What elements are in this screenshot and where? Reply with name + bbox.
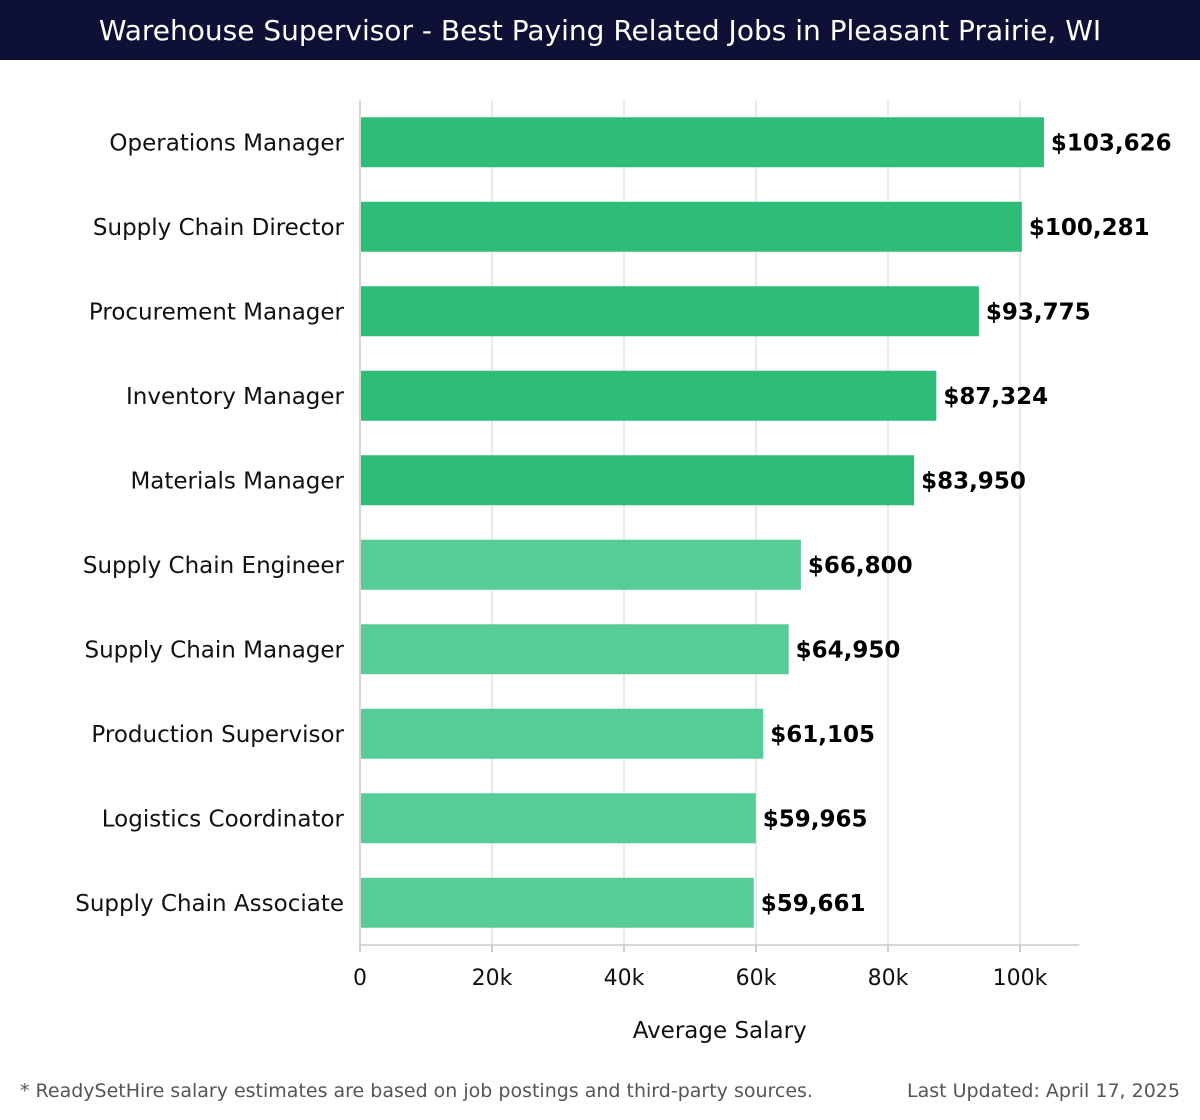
value-label: $61,105 [770,722,875,748]
value-label: $103,626 [1051,130,1172,156]
value-label: $59,661 [761,891,866,917]
bar [361,370,937,421]
x-tick-label: 0 [353,966,367,991]
value-label: $66,800 [808,553,913,579]
value-label: $64,950 [796,637,901,663]
category-label: Supply Chain Director [93,215,345,241]
value-label: $83,950 [921,468,1026,494]
category-label: Production Supervisor [91,722,344,748]
category-label: Logistics Coordinator [102,806,345,832]
bars-layer [361,117,1044,928]
bar [361,117,1044,168]
x-axis-label: Average Salary [633,1018,807,1044]
x-tick-label: 100k [993,966,1048,991]
category-label: Supply Chain Manager [84,637,344,663]
category-label: Materials Manager [130,468,344,494]
bar [361,201,1022,252]
category-label: Operations Manager [109,130,344,156]
footer-note: * ReadySetHire salary estimates are base… [20,1080,813,1102]
value-label: $93,775 [986,299,1091,325]
bar [361,624,789,675]
x-tick-label: 80k [868,966,909,991]
bar [361,708,764,759]
category-label: Supply Chain Engineer [83,553,345,579]
last-updated: Last Updated: April 17, 2025 [906,1080,1180,1102]
bar [361,539,801,590]
bar-chart: Operations Manager $103,626 Supply Chain D… [75,100,1172,1044]
x-tick-label: 40k [604,966,645,991]
x-tick-label: 60k [736,966,777,991]
labels-layer: Operations Manager $103,626 Supply Chain D… [75,130,1171,917]
category-label: Procurement Manager [89,299,345,325]
value-label: $87,324 [943,384,1048,410]
bar [361,455,915,506]
category-label: Inventory Manager [126,384,345,410]
value-label: $100,281 [1029,215,1150,241]
bar [361,286,979,337]
axis-layer: 0 20k 40k 60k 80k 100k [353,100,1080,991]
bar [361,793,756,844]
category-label: Supply Chain Associate [75,891,344,917]
value-label: $59,965 [763,806,868,832]
bar [361,877,754,928]
chart-title: Warehouse Supervisor - Best Paying Relat… [0,0,1200,60]
x-tick-label: 20k [472,966,513,991]
